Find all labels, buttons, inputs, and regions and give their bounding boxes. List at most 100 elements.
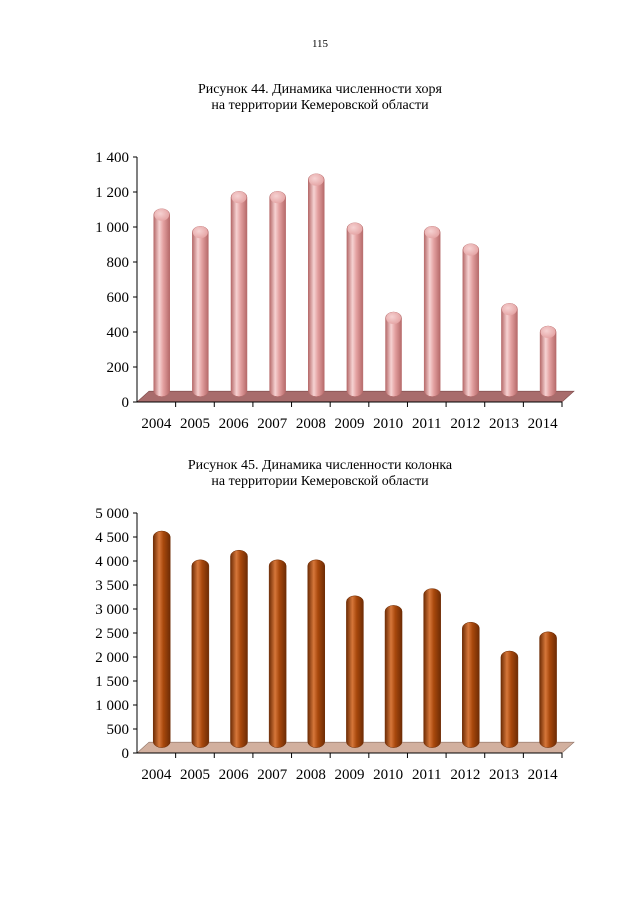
bar-body bbox=[539, 631, 557, 748]
x-tick-label: 2014 bbox=[528, 416, 559, 432]
y-tick-label: 2 000 bbox=[95, 650, 129, 666]
bar-cap bbox=[540, 326, 556, 338]
y-tick-label: 5 000 bbox=[95, 506, 129, 522]
bar-body bbox=[191, 559, 210, 748]
x-tick-label: 2009 bbox=[335, 416, 365, 432]
y-tick-label: 500 bbox=[107, 722, 130, 738]
x-tick-label: 2008 bbox=[296, 416, 326, 432]
bar-2008 bbox=[308, 173, 325, 397]
x-tick-label: 2006 bbox=[219, 767, 250, 783]
bar-body bbox=[269, 191, 286, 397]
bar-2013 bbox=[500, 650, 519, 748]
bar-body bbox=[385, 311, 402, 397]
bar-body bbox=[307, 559, 326, 748]
polecat-population-chart: 0 200 400 600 800 1 000 1 200 1 400 2004 2005 2006… bbox=[95, 150, 575, 432]
bar-2012 bbox=[462, 243, 480, 397]
bar-2011 bbox=[423, 588, 441, 748]
x-tick-label: 2014 bbox=[528, 767, 559, 783]
bar-body bbox=[230, 549, 248, 748]
y-tick-label: 1 000 bbox=[95, 220, 129, 236]
bar-body bbox=[501, 303, 518, 397]
bar-body bbox=[346, 595, 364, 748]
y-tick-label: 1 400 bbox=[95, 150, 129, 166]
y-tick-label: 1 000 bbox=[95, 698, 129, 714]
bar-cap bbox=[192, 226, 208, 239]
figure-44-caption-line2: на территории Кемеровской области bbox=[211, 98, 429, 113]
bar-body bbox=[423, 588, 441, 748]
page-number: 115 bbox=[311, 38, 329, 50]
bar-body bbox=[462, 621, 480, 748]
bar-cap bbox=[270, 191, 286, 204]
bar-2014 bbox=[539, 631, 557, 748]
figure-44-caption-line1: Рисунок 44. Динамика численности хоря bbox=[197, 82, 442, 97]
x-tick-label: 2004 bbox=[141, 416, 172, 432]
x-tick-label: 2010 bbox=[373, 767, 403, 783]
y-tick-label: 3 500 bbox=[95, 578, 129, 594]
y-tick-label: 4 500 bbox=[95, 530, 129, 546]
bar-cap bbox=[424, 226, 440, 239]
bar-cap bbox=[386, 312, 402, 324]
y-tick-label: 0 bbox=[122, 395, 130, 411]
x-tick-label: 2006 bbox=[219, 416, 250, 432]
bar-body bbox=[384, 605, 403, 748]
bar-body bbox=[308, 173, 325, 397]
bar-2011 bbox=[423, 226, 441, 397]
x-tick-label: 2013 bbox=[489, 767, 519, 783]
bar-2007 bbox=[269, 191, 286, 397]
bar-2009 bbox=[346, 595, 364, 748]
figure-45-caption: Рисунок 45. Динамика численности колонка… bbox=[0, 458, 640, 490]
bar-2005 bbox=[192, 226, 209, 397]
y-tick-label: 3 000 bbox=[95, 602, 129, 618]
y-tick-label: 1 200 bbox=[95, 185, 129, 201]
bar-cap bbox=[463, 243, 479, 256]
x-tick-label: 2013 bbox=[489, 416, 519, 432]
bar-cap bbox=[347, 222, 363, 235]
bar-body bbox=[423, 226, 441, 397]
bar-cap bbox=[501, 303, 517, 316]
x-tick-label: 2005 bbox=[180, 416, 210, 432]
x-tick-label: 2007 bbox=[257, 416, 288, 432]
bar-body bbox=[230, 191, 248, 397]
bar-2008 bbox=[307, 559, 326, 748]
bar-2010 bbox=[384, 605, 403, 748]
bar-body bbox=[346, 222, 364, 397]
figure-45-caption-line2: на территории Кемеровской области bbox=[211, 474, 429, 489]
y-tick-label: 400 bbox=[107, 325, 130, 341]
x-tick-label: 2012 bbox=[450, 416, 480, 432]
x-tick-label: 2010 bbox=[373, 416, 403, 432]
x-tick-label: 2008 bbox=[296, 767, 326, 783]
y-tick-label: 0 bbox=[122, 746, 130, 762]
siberian-weasel-population-chart: 0 500 1 000 1 500 2 000 2 500 3 000 3 500 4 000 4… bbox=[95, 506, 575, 783]
bar-body bbox=[500, 650, 519, 748]
y-tick-label: 600 bbox=[107, 290, 130, 306]
figure-44-caption: Рисунок 44. Динамика численности хоря на… bbox=[0, 82, 640, 114]
bar-2005 bbox=[191, 559, 210, 748]
y-tick-label: 2 500 bbox=[95, 626, 129, 642]
y-tick-label: 1 500 bbox=[95, 674, 129, 690]
x-tick-label: 2004 bbox=[141, 767, 172, 783]
x-tick-label: 2005 bbox=[180, 767, 210, 783]
bar-2014 bbox=[539, 325, 557, 397]
bar-body bbox=[152, 530, 171, 748]
bar-2004 bbox=[153, 208, 170, 397]
bar-2012 bbox=[462, 621, 480, 748]
figure-45-caption-line1: Рисунок 45. Динамика численности колонка bbox=[187, 458, 453, 473]
y-tick-label: 800 bbox=[107, 255, 130, 271]
bar-body bbox=[268, 559, 287, 748]
x-tick-label: 2011 bbox=[412, 416, 441, 432]
bar-cap bbox=[308, 173, 324, 186]
bar-2006 bbox=[230, 549, 248, 748]
bar-2004 bbox=[152, 530, 171, 748]
y-tick-label: 4 000 bbox=[95, 554, 129, 570]
bar-2006 bbox=[230, 191, 248, 397]
bar-2010 bbox=[385, 311, 402, 397]
bar-2009 bbox=[346, 222, 364, 397]
bar-cap bbox=[154, 208, 170, 221]
bar-body bbox=[153, 208, 170, 397]
x-tick-label: 2011 bbox=[412, 767, 441, 783]
x-tick-label: 2012 bbox=[450, 767, 480, 783]
y-tick-label: 200 bbox=[107, 360, 130, 376]
bar-2007 bbox=[268, 559, 287, 748]
x-tick-label: 2007 bbox=[257, 767, 288, 783]
bar-body bbox=[192, 226, 209, 397]
